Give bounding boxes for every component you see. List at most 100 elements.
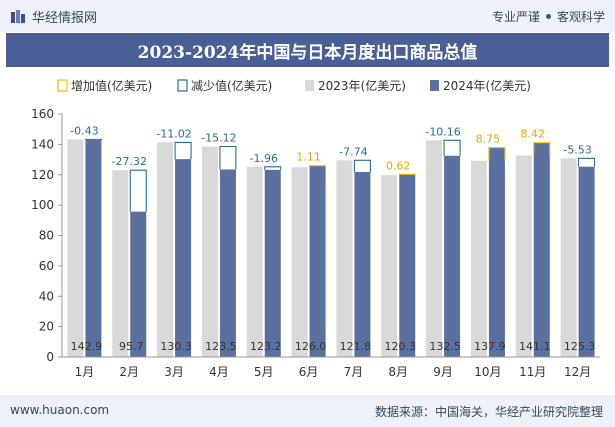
- bar-2023: [381, 175, 398, 357]
- bar-2024: [85, 139, 102, 357]
- bar-2023: [291, 167, 308, 357]
- bar-2024: [175, 159, 192, 357]
- legend-swatch-decrease: [177, 79, 188, 92]
- change-label: 8.42: [521, 128, 546, 141]
- y-tick-label: 120: [31, 168, 54, 182]
- bar-2023: [112, 170, 129, 357]
- y-tick-label: 60: [39, 259, 54, 273]
- value-label-2024: 141.1: [519, 340, 551, 353]
- x-tick-label: 3月: [164, 365, 184, 379]
- value-label-2024: 121.8: [340, 340, 372, 353]
- change-label: -10.16: [425, 125, 460, 138]
- brand: 华经情报网: [10, 7, 97, 26]
- bar-2024: [354, 172, 371, 357]
- tagline-left: 专业严谨: [491, 10, 540, 24]
- bar-2024: [309, 165, 326, 357]
- legend: 增加值(亿美元) 减少值(亿美元) 2023年(亿美元) 2024年(亿美元): [57, 78, 531, 93]
- value-label-2024: 142.9: [71, 340, 103, 353]
- x-tick-label: 5月: [254, 365, 274, 379]
- chart-title: 2023-2024年中国与日本月度出口商品总值: [6, 33, 609, 67]
- legend-label-increase: 增加值(亿美元): [71, 78, 152, 93]
- x-tick-label: 9月: [433, 365, 453, 379]
- decrease-marker: [264, 166, 282, 170]
- decrease-marker: [219, 145, 237, 170]
- decrease-marker: [84, 138, 102, 140]
- bar-2024: [264, 169, 281, 357]
- increase-marker: [309, 165, 327, 168]
- value-label-2024: 130.3: [160, 340, 192, 353]
- x-tick-label: 11月: [519, 365, 546, 379]
- tagline-right: 客观科学: [556, 10, 605, 24]
- increase-marker: [533, 142, 551, 156]
- tagline: 专业严谨 客观科学: [492, 8, 605, 25]
- x-tick-label: 1月: [75, 365, 95, 379]
- bar-2024: [578, 166, 595, 357]
- value-label-2024: 126.0: [295, 340, 327, 353]
- x-tick-label: 8月: [388, 365, 408, 379]
- x-axis: 1月 2月 3月 4月 5月 6月 7月 8月 9月 10月 11月 12月: [62, 356, 600, 379]
- separator-dot-icon: [545, 14, 551, 19]
- bar-2023: [515, 155, 532, 357]
- chart-svg: 增加值(亿美元) 减少值(亿美元) 2023年(亿美元) 2024年(亿美元) 0 20…: [31, 78, 600, 379]
- bar-2023: [560, 158, 577, 357]
- change-label: -11.02: [156, 127, 191, 140]
- legend-swatch-increase: [57, 79, 68, 92]
- value-label-2024: 95.7: [119, 340, 144, 353]
- legend-label-bar_2024: 2024年(亿美元): [443, 78, 531, 93]
- value-label-2024: 125.3: [564, 340, 596, 353]
- change-label: -27.32: [112, 155, 147, 168]
- y-tick-label: 20: [39, 320, 54, 334]
- bar-2023: [67, 139, 84, 357]
- change-label: -15.12: [201, 132, 236, 145]
- bar-2024: [399, 174, 416, 357]
- y-tick-label: 100: [31, 198, 54, 212]
- value-label-2024: 123.2: [250, 340, 282, 353]
- decrease-marker: [443, 139, 461, 156]
- y-tick-label: 40: [39, 289, 54, 303]
- change-label: 0.62: [386, 159, 411, 172]
- brand-name: 华经情报网: [32, 11, 98, 26]
- decrease-marker: [129, 169, 147, 212]
- change-label: -5.53: [563, 143, 591, 156]
- legend-swatch-bar_2023: [305, 80, 314, 91]
- bar-2023: [157, 142, 174, 357]
- bar-2024: [533, 142, 550, 357]
- x-tick-label: 12月: [564, 365, 591, 379]
- footer-source: 数据来源：中国海关，华经产业研究院整理: [374, 405, 603, 419]
- bar-2024: [130, 211, 147, 357]
- x-tick-label: 7月: [344, 365, 364, 379]
- bar-2024: [219, 169, 236, 357]
- bar-2023: [336, 160, 353, 357]
- value-label-2024: 137.9: [474, 340, 506, 353]
- change-label: -7.74: [339, 145, 367, 158]
- value-label-2024: 123.5: [205, 340, 237, 353]
- decrease-marker: [174, 141, 192, 160]
- x-tick-label: 4月: [209, 365, 229, 379]
- x-tick-label: 2月: [119, 365, 139, 379]
- change-label: -0.43: [70, 124, 98, 137]
- change-label: -1.96: [250, 152, 278, 165]
- bar-2024: [444, 155, 461, 357]
- change-label: 1.11: [296, 151, 321, 164]
- y-tick-label: 80: [39, 229, 54, 243]
- value-label-2024: 120.3: [385, 340, 417, 353]
- increase-marker: [398, 173, 416, 176]
- x-tick-label: 6月: [299, 365, 319, 379]
- footer: www.huaon.com 数据来源：中国海关，华经产业研究院整理: [0, 395, 615, 427]
- change-label: 8.75: [476, 133, 501, 146]
- bar-2023: [201, 146, 218, 357]
- legend-swatch-bar_2024: [430, 80, 439, 91]
- increase-marker: [488, 147, 506, 161]
- footer-website: www.huaon.com: [10, 403, 110, 417]
- top-bar: 华经情报网 专业严谨 客观科学: [0, 0, 615, 32]
- bar-2023: [470, 160, 487, 357]
- x-tick-label: 10月: [474, 365, 501, 379]
- bar-2024: [488, 147, 505, 357]
- brand-logo-icon: [11, 9, 25, 23]
- y-axis: 0 20 40 60 80 100 120 140 160: [31, 107, 63, 364]
- y-tick-label: 0: [46, 350, 54, 364]
- bars: -0.43 142.9 -27.32 95.7 -11.02 130.3 -15.12 123…: [67, 124, 595, 357]
- bar-2023: [426, 140, 443, 357]
- y-tick-label: 140: [31, 137, 54, 151]
